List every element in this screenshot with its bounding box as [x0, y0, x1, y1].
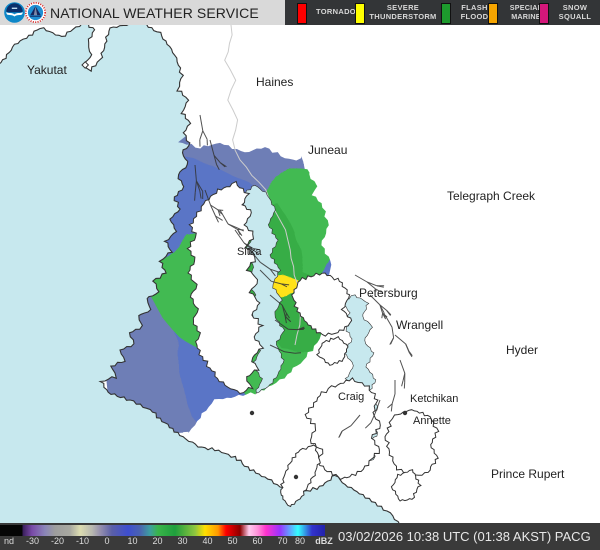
svg-text:Telegraph Creek: Telegraph Creek [447, 189, 536, 203]
svg-text:Sitka: Sitka [237, 246, 262, 258]
svg-text:Hyder: Hyder [506, 343, 538, 357]
svg-text:Prince Rupert: Prince Rupert [491, 467, 565, 481]
svg-text:Haines: Haines [256, 75, 293, 89]
svg-text:Juneau: Juneau [308, 143, 347, 157]
svg-text:Craig: Craig [338, 391, 364, 403]
svg-text:Petersburg: Petersburg [359, 286, 418, 300]
svg-text:Yakutat: Yakutat [27, 63, 67, 77]
svg-text:Ketchikan: Ketchikan [410, 393, 458, 405]
svg-text:Annette: Annette [413, 415, 451, 427]
svg-text:Wrangell: Wrangell [396, 318, 443, 332]
